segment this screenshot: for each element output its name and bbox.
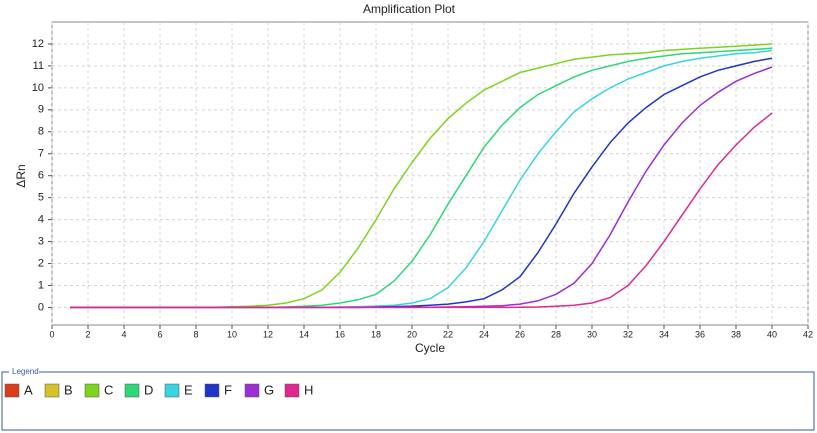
legend-title: Legend <box>12 367 39 376</box>
y-tick-label: 8 <box>38 126 44 138</box>
y-tick-label: 2 <box>38 257 44 269</box>
y-tick-label: 1 <box>38 279 44 291</box>
chart-title: Amplification Plot <box>363 2 456 16</box>
y-tick-label: 4 <box>38 214 44 226</box>
x-tick-label: 4 <box>121 329 126 339</box>
legend-swatch <box>204 383 220 398</box>
x-tick-label: 34 <box>659 329 669 339</box>
legend-swatch <box>164 383 180 398</box>
legend-swatch <box>244 383 260 398</box>
x-tick-label: 12 <box>263 329 273 339</box>
y-tick-label: 7 <box>38 148 44 160</box>
legend-label: D <box>144 382 153 397</box>
legend-label: E <box>184 382 193 397</box>
legend-label: G <box>264 382 274 397</box>
x-tick-label: 28 <box>551 329 561 339</box>
x-tick-label: 2 <box>85 329 90 339</box>
legend-label: B <box>64 382 73 397</box>
plot-area <box>51 21 809 326</box>
legend-swatch <box>124 383 140 398</box>
x-tick-label: 36 <box>695 329 705 339</box>
x-tick-label: 14 <box>299 329 309 339</box>
y-tick-label: 10 <box>32 82 44 94</box>
legend-swatch <box>4 383 20 398</box>
y-tick-label: 6 <box>38 170 44 182</box>
y-tick-label: 11 <box>33 60 44 72</box>
legend-label: A <box>24 382 33 397</box>
x-tick-label: 16 <box>335 329 345 339</box>
x-tick-label: 10 <box>227 329 237 339</box>
x-tick-label: 42 <box>803 329 813 339</box>
legend-title-bg <box>9 367 39 376</box>
curve <box>70 112 773 309</box>
x-tick-label: 38 <box>731 329 741 339</box>
legend-label: C <box>104 382 113 397</box>
x-tick-label: 32 <box>623 329 633 339</box>
x-tick-label: 0 <box>49 329 54 339</box>
x-tick-label: 24 <box>479 329 489 339</box>
legend-box <box>1 371 815 431</box>
x-axis-label: Cycle <box>415 341 445 355</box>
x-tick-label: 6 <box>157 329 162 339</box>
legend-swatch <box>84 383 100 398</box>
y-tick-label: 5 <box>38 192 44 204</box>
legend-swatch <box>284 383 300 398</box>
x-tick-label: 20 <box>407 329 417 339</box>
x-tick-label: 40 <box>767 329 777 339</box>
y-axis-label: ΔRn <box>14 164 28 187</box>
y-tick-label: 9 <box>38 104 44 116</box>
legend-label: F <box>224 382 232 397</box>
y-tick-label: 0 <box>38 301 44 313</box>
x-tick-label: 8 <box>193 329 198 339</box>
x-tick-label: 18 <box>371 329 381 339</box>
x-tick-label: 26 <box>515 329 525 339</box>
y-tick-label: 3 <box>38 235 44 247</box>
x-tick-label: 22 <box>443 329 453 339</box>
legend-swatch <box>44 383 60 398</box>
legend-label: H <box>304 382 313 397</box>
y-tick-label: 12 <box>32 38 44 50</box>
x-tick-label: 30 <box>587 329 597 339</box>
